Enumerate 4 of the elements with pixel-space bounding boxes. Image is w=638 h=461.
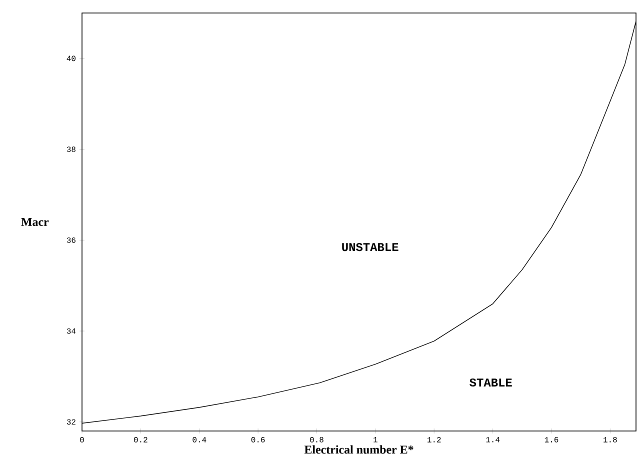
annotation: UNSTABLE — [342, 243, 398, 252]
x-axis-title: Electrical number E* — [304, 445, 414, 454]
y-axis-title: Macr — [21, 218, 49, 226]
annotation: STABLE — [470, 378, 512, 387]
